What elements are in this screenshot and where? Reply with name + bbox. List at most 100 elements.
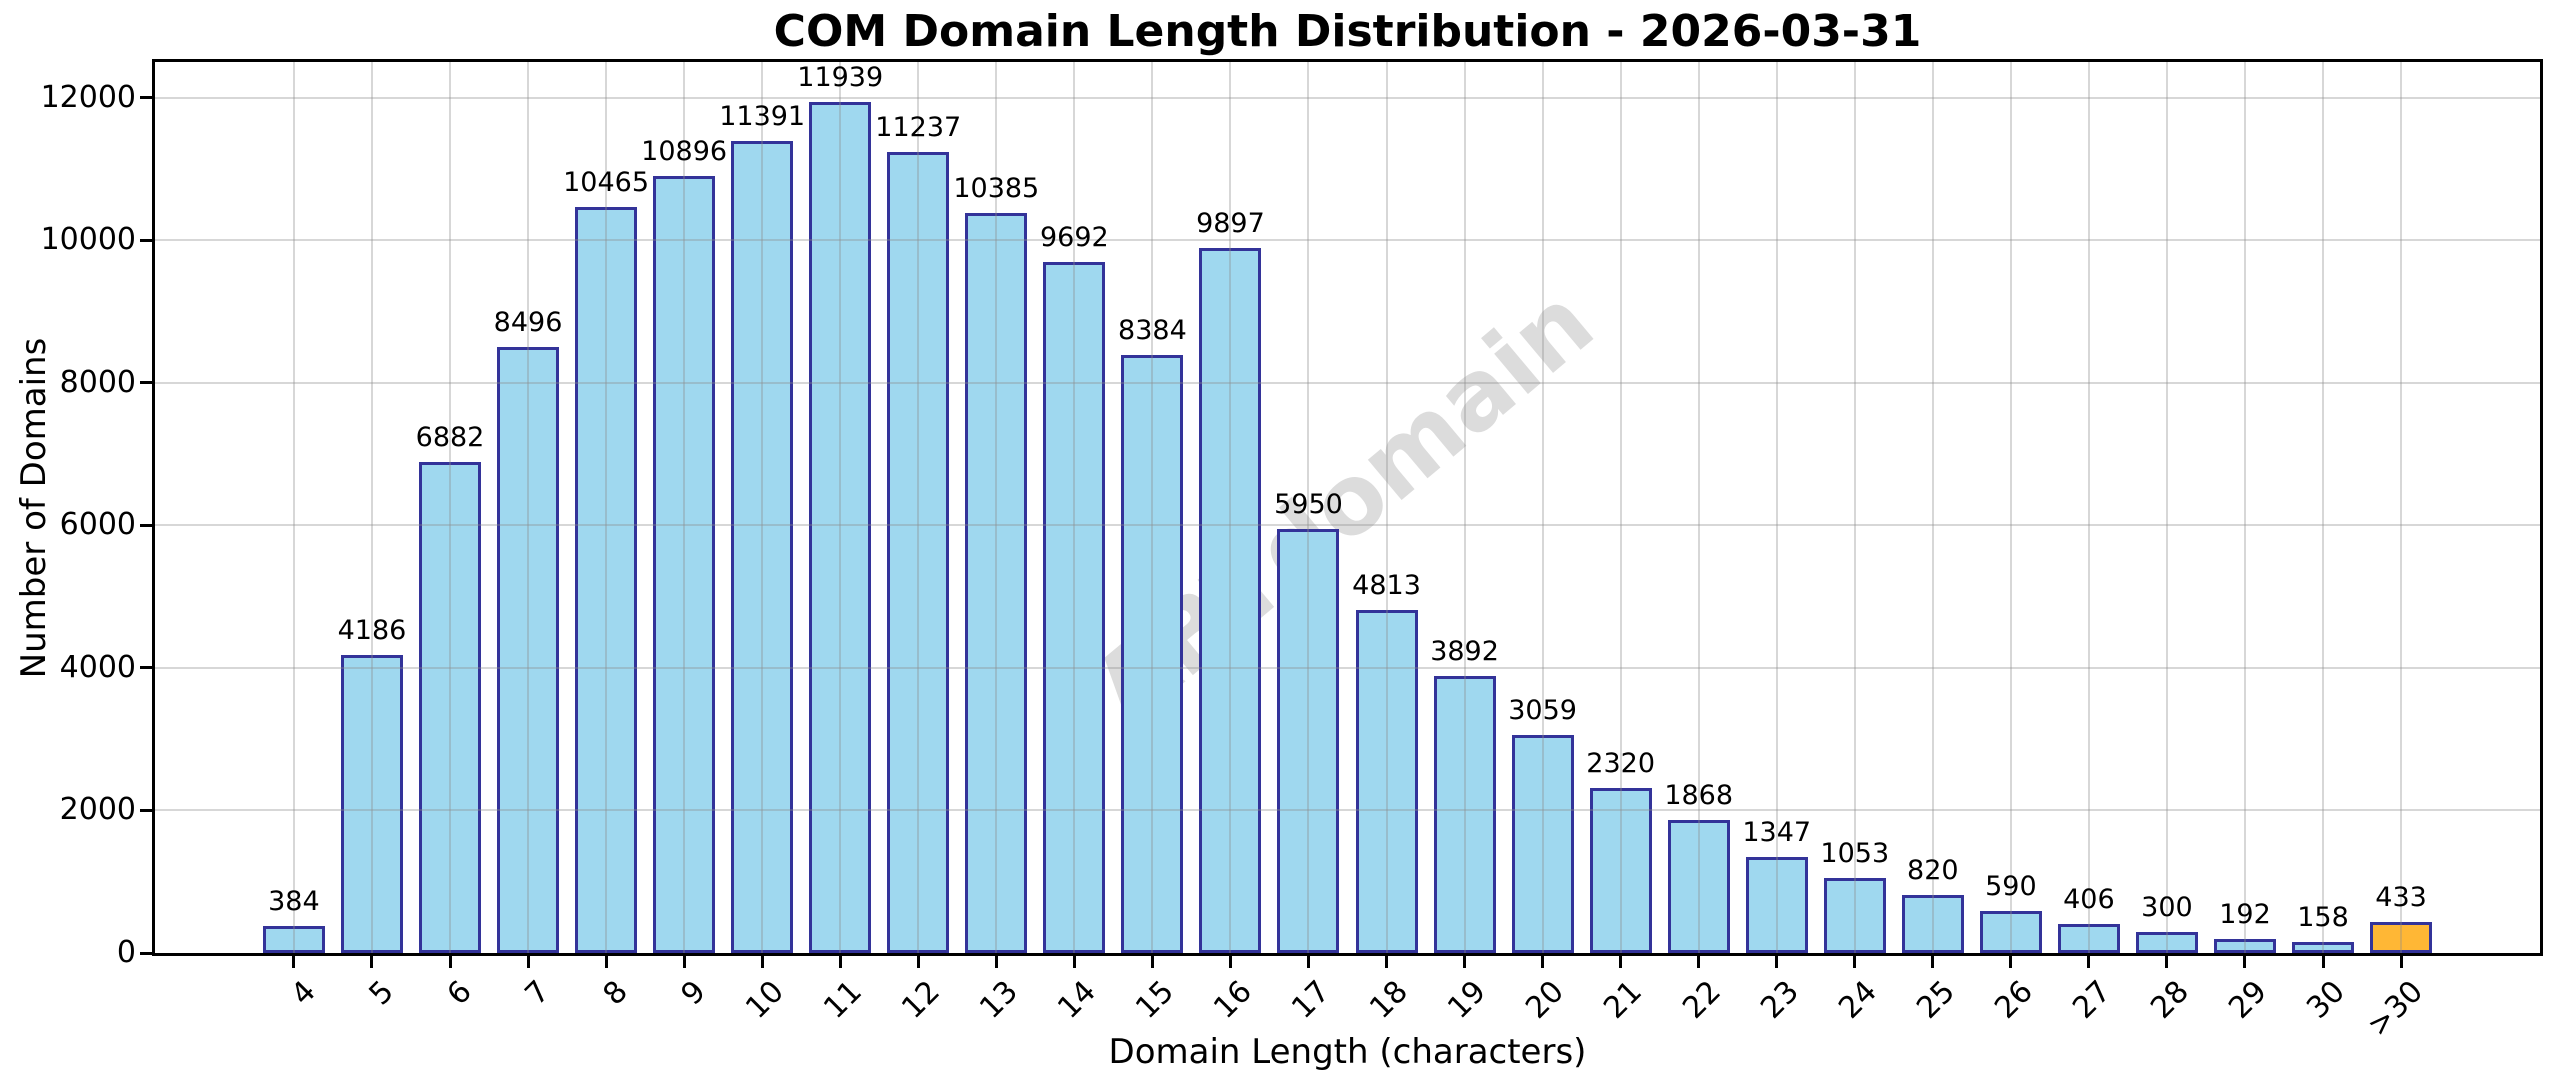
- x-gridline: [2322, 62, 2325, 953]
- x-gridline: [917, 62, 920, 953]
- x-tick-label: 25: [1909, 974, 1962, 1026]
- x-tick-mark: [1931, 956, 1935, 968]
- x-gridline: [292, 62, 295, 953]
- bar: [497, 347, 560, 953]
- bar-value-label: 8384: [1118, 315, 1187, 347]
- y-tick-mark: [140, 951, 152, 955]
- x-tick-label: 7: [518, 974, 557, 1013]
- bar: [2213, 939, 2276, 953]
- x-tick-mark: [1150, 956, 1154, 968]
- y-gridline: [155, 239, 2540, 242]
- bar-value-label: 158: [2297, 901, 2349, 933]
- y-tick-mark: [140, 523, 152, 527]
- x-gridline: [683, 62, 686, 953]
- y-tick-label: 4000: [59, 649, 136, 685]
- y-tick-label: 6000: [59, 507, 136, 543]
- bar-value-label: 4186: [337, 614, 407, 646]
- x-gridline: [1853, 62, 1856, 953]
- x-tick-mark: [2321, 956, 2325, 968]
- y-tick-label: 2000: [59, 792, 136, 828]
- bar: [1745, 856, 1808, 953]
- bar: [1121, 355, 1184, 953]
- x-gridline: [1073, 62, 1076, 953]
- x-gridline: [449, 62, 451, 953]
- x-gridline: [839, 62, 842, 953]
- x-tick-mark: [2165, 956, 2169, 968]
- x-tick-label: 13: [973, 974, 1026, 1026]
- bar: [1511, 734, 1574, 953]
- bar-value-label: 11939: [797, 61, 884, 93]
- x-gridline: [1931, 62, 1934, 953]
- bar: [575, 207, 638, 953]
- bar: [887, 152, 950, 953]
- bar: [2370, 922, 2433, 953]
- bar-value-label: 300: [2141, 891, 2193, 923]
- bar-value-label: 11391: [719, 101, 806, 133]
- x-gridline: [2087, 62, 2090, 953]
- bar: [1277, 528, 1340, 953]
- bar-value-label: 384: [268, 885, 320, 917]
- x-tick-label: 23: [1753, 974, 1806, 1026]
- bar-value-label: 4813: [1352, 569, 1421, 601]
- x-tick-mark: [2243, 956, 2247, 968]
- bar-value-label: 406: [2063, 884, 2115, 916]
- x-tick-mark: [1385, 956, 1389, 968]
- bar-value-label: 8496: [493, 307, 563, 339]
- y-tick-label: 12000: [40, 79, 136, 115]
- x-tick-label: 27: [2065, 974, 2118, 1026]
- x-gridline: [1541, 62, 1544, 953]
- x-tick-mark: [994, 956, 998, 968]
- bar-value-label: 1868: [1664, 779, 1734, 811]
- x-tick-mark: [916, 956, 920, 968]
- x-tick-label: 26: [1987, 974, 2040, 1026]
- x-gridline: [995, 62, 998, 953]
- bar-value-label: 10385: [953, 172, 1040, 204]
- bar: [2135, 931, 2198, 953]
- y-tick-mark: [140, 666, 152, 670]
- x-tick-mark: [760, 956, 764, 968]
- y-tick-mark: [140, 808, 152, 812]
- y-axis-label: Number of Domains: [14, 337, 54, 679]
- x-tick-label: 17: [1285, 974, 1338, 1026]
- x-gridline: [1697, 62, 1700, 953]
- x-tick-mark: [1541, 956, 1545, 968]
- x-tick-label: 28: [2143, 974, 2196, 1026]
- x-tick-label: 6: [440, 974, 479, 1013]
- x-tick-label: 19: [1441, 974, 1494, 1026]
- x-gridline: [605, 62, 608, 953]
- bar-value-label: 6882: [415, 422, 485, 454]
- bar-value-label: 1053: [1820, 837, 1890, 869]
- y-gridline: [155, 524, 2540, 527]
- x-tick-mark: [1697, 956, 1701, 968]
- x-gridline: [527, 62, 530, 953]
- chart-title: COM Domain Length Distribution - 2026-03…: [773, 6, 1922, 57]
- bar: [965, 212, 1028, 953]
- x-tick-label: 5: [362, 974, 401, 1013]
- x-tick-label: 16: [1207, 974, 1260, 1026]
- bar: [1433, 675, 1496, 953]
- bar-value-label: 9897: [1196, 207, 1265, 239]
- x-tick-label: 18: [1363, 974, 1416, 1026]
- y-gridline: [155, 809, 2540, 812]
- x-gridline: [2400, 62, 2403, 953]
- bar: [262, 925, 325, 953]
- x-gridline: [2243, 62, 2246, 953]
- x-tick-mark: [1619, 956, 1623, 968]
- x-tick-label: 12: [895, 974, 948, 1026]
- bar: [2057, 924, 2120, 953]
- x-tick-label: 15: [1129, 974, 1182, 1026]
- bar: [1355, 609, 1418, 953]
- x-tick-mark: [370, 956, 374, 968]
- x-tick-mark: [682, 956, 686, 968]
- x-tick-mark: [526, 956, 530, 968]
- x-tick-mark: [2009, 956, 2013, 968]
- y-gridline: [155, 381, 2540, 384]
- x-tick-mark: [1072, 956, 1076, 968]
- x-tick-label: 29: [2221, 974, 2274, 1026]
- bar: [1901, 894, 1964, 953]
- x-tick-mark: [1306, 956, 1310, 968]
- x-gridline: [761, 62, 764, 953]
- bar: [653, 176, 716, 953]
- y-gridline: [155, 666, 2540, 669]
